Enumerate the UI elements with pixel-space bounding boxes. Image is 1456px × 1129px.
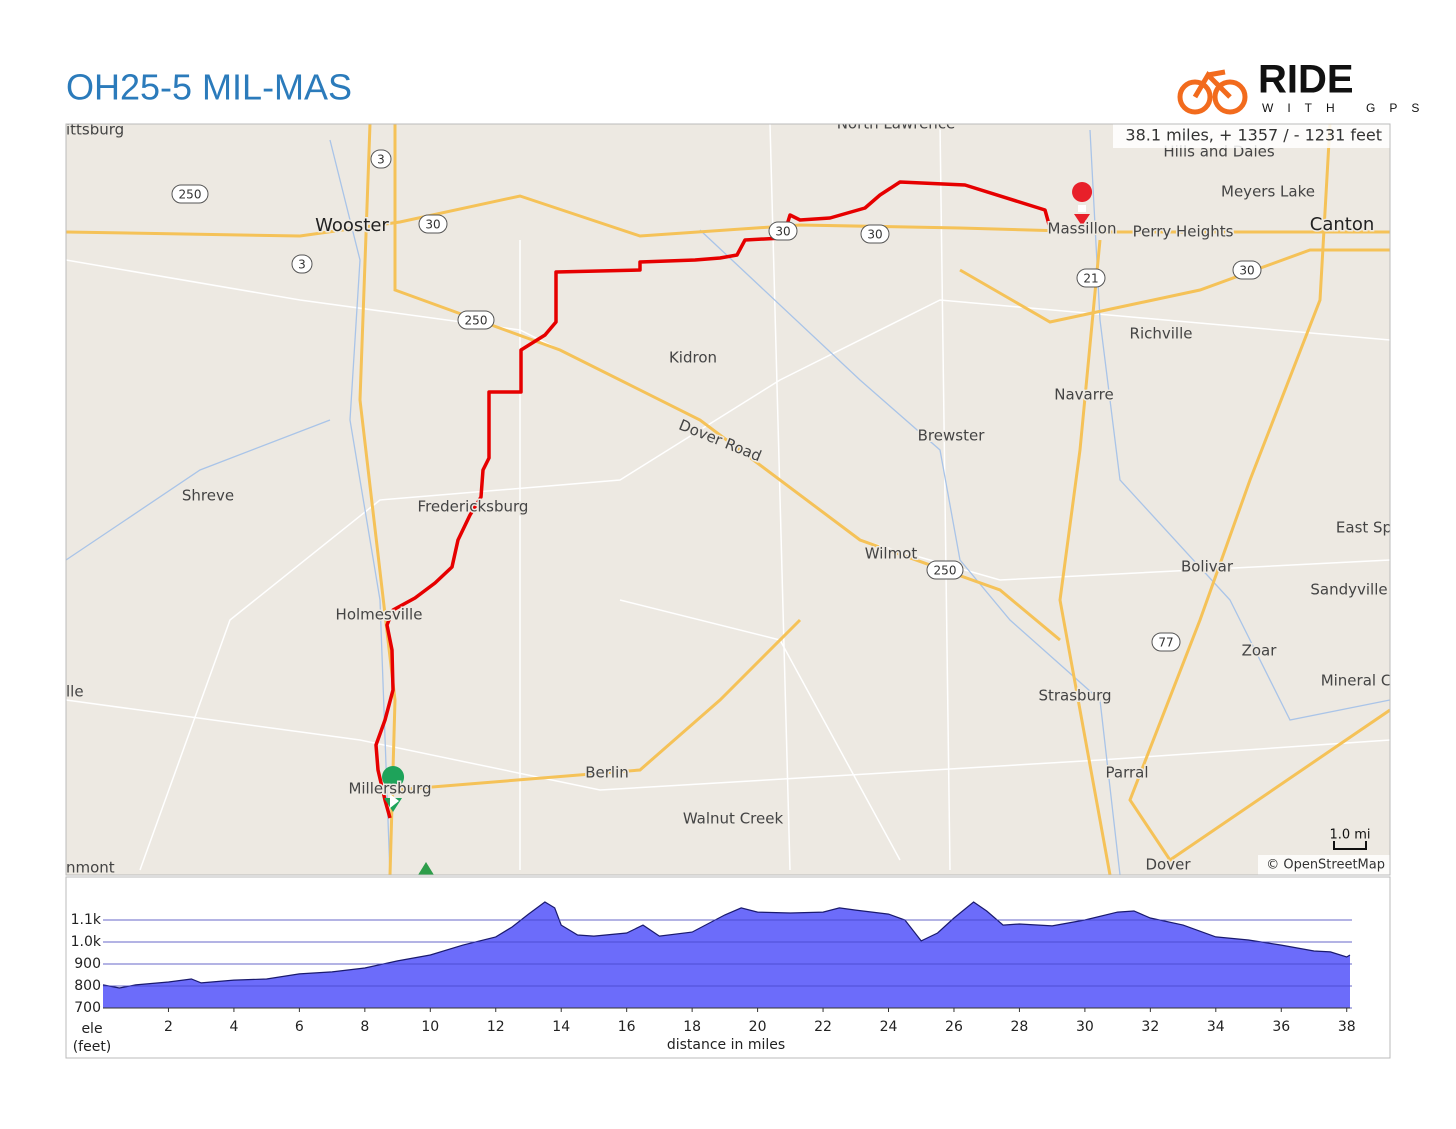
- place-label: Canton: [1310, 214, 1375, 235]
- elevation-area: [103, 902, 1350, 1008]
- road-shield: [370, 149, 392, 169]
- place-label: Holmesville: [336, 606, 423, 624]
- attribution: © OpenStreetMap: [1266, 858, 1385, 873]
- x-tick-label: 14: [552, 1019, 570, 1035]
- place-label: Wooster: [315, 215, 389, 236]
- place-label: Dover: [1146, 856, 1192, 874]
- place-label: Strasburg: [1038, 687, 1111, 705]
- x-tick-label: 26: [945, 1019, 963, 1035]
- place-label: Shreve: [182, 487, 234, 505]
- x-tick-label: 24: [880, 1019, 898, 1035]
- x-tick-label: 6: [295, 1019, 304, 1035]
- place-label: Richville: [1130, 325, 1193, 343]
- place-label: Millersburg: [348, 780, 431, 798]
- road-number: 3: [377, 153, 385, 167]
- place-label: East Sp: [1336, 519, 1392, 537]
- place-label: Zoar: [1242, 642, 1278, 660]
- road-number: 30: [1239, 264, 1254, 278]
- x-tick-label: 12: [487, 1019, 505, 1035]
- road-shield: [171, 184, 209, 204]
- x-tick-label: 16: [618, 1019, 636, 1035]
- place-label: Mineral C: [1321, 672, 1392, 690]
- road-number: 250: [465, 314, 488, 328]
- place-label: Brewster: [918, 427, 986, 445]
- place-label: Parral: [1106, 764, 1149, 782]
- road-number: 30: [775, 225, 790, 239]
- place-label: Sandyville: [1310, 581, 1387, 599]
- x-axis-label: distance in miles: [667, 1037, 785, 1053]
- y-tick-label: 900: [74, 956, 101, 972]
- y-tick-label: 1.0k: [71, 934, 102, 950]
- road-number: 30: [867, 228, 882, 242]
- place-label: Kidron: [669, 349, 717, 367]
- road-number: 77: [1158, 636, 1173, 650]
- place-label: lle: [66, 683, 84, 701]
- scale-label: 1.0 mi: [1329, 828, 1370, 843]
- place-label: ittsburg: [66, 121, 124, 139]
- place-label: North Lawrence: [837, 115, 956, 133]
- elevation-line: [102, 901, 1351, 989]
- y-tick-label: 1.1k: [71, 912, 102, 928]
- x-tick-label: 20: [749, 1019, 767, 1035]
- road-shield: [1076, 268, 1106, 288]
- x-tick-label: 22: [814, 1019, 832, 1035]
- road-shield: [418, 214, 448, 234]
- road-shield: [1232, 260, 1262, 280]
- x-tick-label: 30: [1076, 1019, 1094, 1035]
- place-label: Fredericksburg: [418, 498, 529, 516]
- road-number: 250: [934, 564, 957, 578]
- place-label: Meyers Lake: [1221, 183, 1315, 201]
- road-number: 30: [425, 218, 440, 232]
- place-label: Wilmot: [865, 545, 918, 563]
- road-shield: [1151, 632, 1181, 652]
- y-tick-label: 800: [74, 978, 101, 994]
- road-shield: [291, 254, 313, 274]
- x-tick-label: 36: [1272, 1019, 1290, 1035]
- x-tick-label: 4: [229, 1019, 238, 1035]
- road-shield: [926, 560, 964, 580]
- route-title: OH25-5 MIL-MAS: [66, 67, 352, 108]
- place-label: Massillon: [1048, 220, 1117, 238]
- x-tick-label: 18: [683, 1019, 701, 1035]
- y-tick-label: 700: [74, 1000, 101, 1016]
- place-label: Walnut Creek: [683, 810, 784, 828]
- x-tick-label: 34: [1207, 1019, 1225, 1035]
- route-summary: 38.1 miles, + 1357 / - 1231 feet: [1125, 126, 1382, 145]
- place-label: Perry Heights: [1133, 223, 1234, 241]
- x-tick-label: 28: [1011, 1019, 1029, 1035]
- road-number: 250: [179, 188, 202, 202]
- y-axis-label: ele: [81, 1021, 102, 1037]
- road-number: 21: [1083, 272, 1098, 286]
- x-tick-label: 38: [1338, 1019, 1356, 1035]
- x-tick-label: 10: [421, 1019, 439, 1035]
- logo-sub: WITH GPS: [1262, 101, 1433, 115]
- logo-word: RIDE: [1258, 58, 1354, 102]
- place-label: Bolivar: [1181, 558, 1234, 576]
- road-shield: [768, 221, 798, 241]
- road-number: 3: [298, 258, 306, 272]
- x-tick-label: 8: [360, 1019, 369, 1035]
- logo: RIDE WITH GPS: [1177, 58, 1433, 115]
- road-shield: [860, 224, 890, 244]
- place-label: Berlin: [585, 764, 629, 782]
- place-label: Navarre: [1054, 386, 1113, 404]
- place-label: nmont: [66, 859, 115, 877]
- x-tick-label: 32: [1141, 1019, 1159, 1035]
- y-axis-unit: (feet): [73, 1039, 112, 1055]
- x-tick-label: 2: [164, 1019, 173, 1035]
- road-shield: [457, 310, 495, 330]
